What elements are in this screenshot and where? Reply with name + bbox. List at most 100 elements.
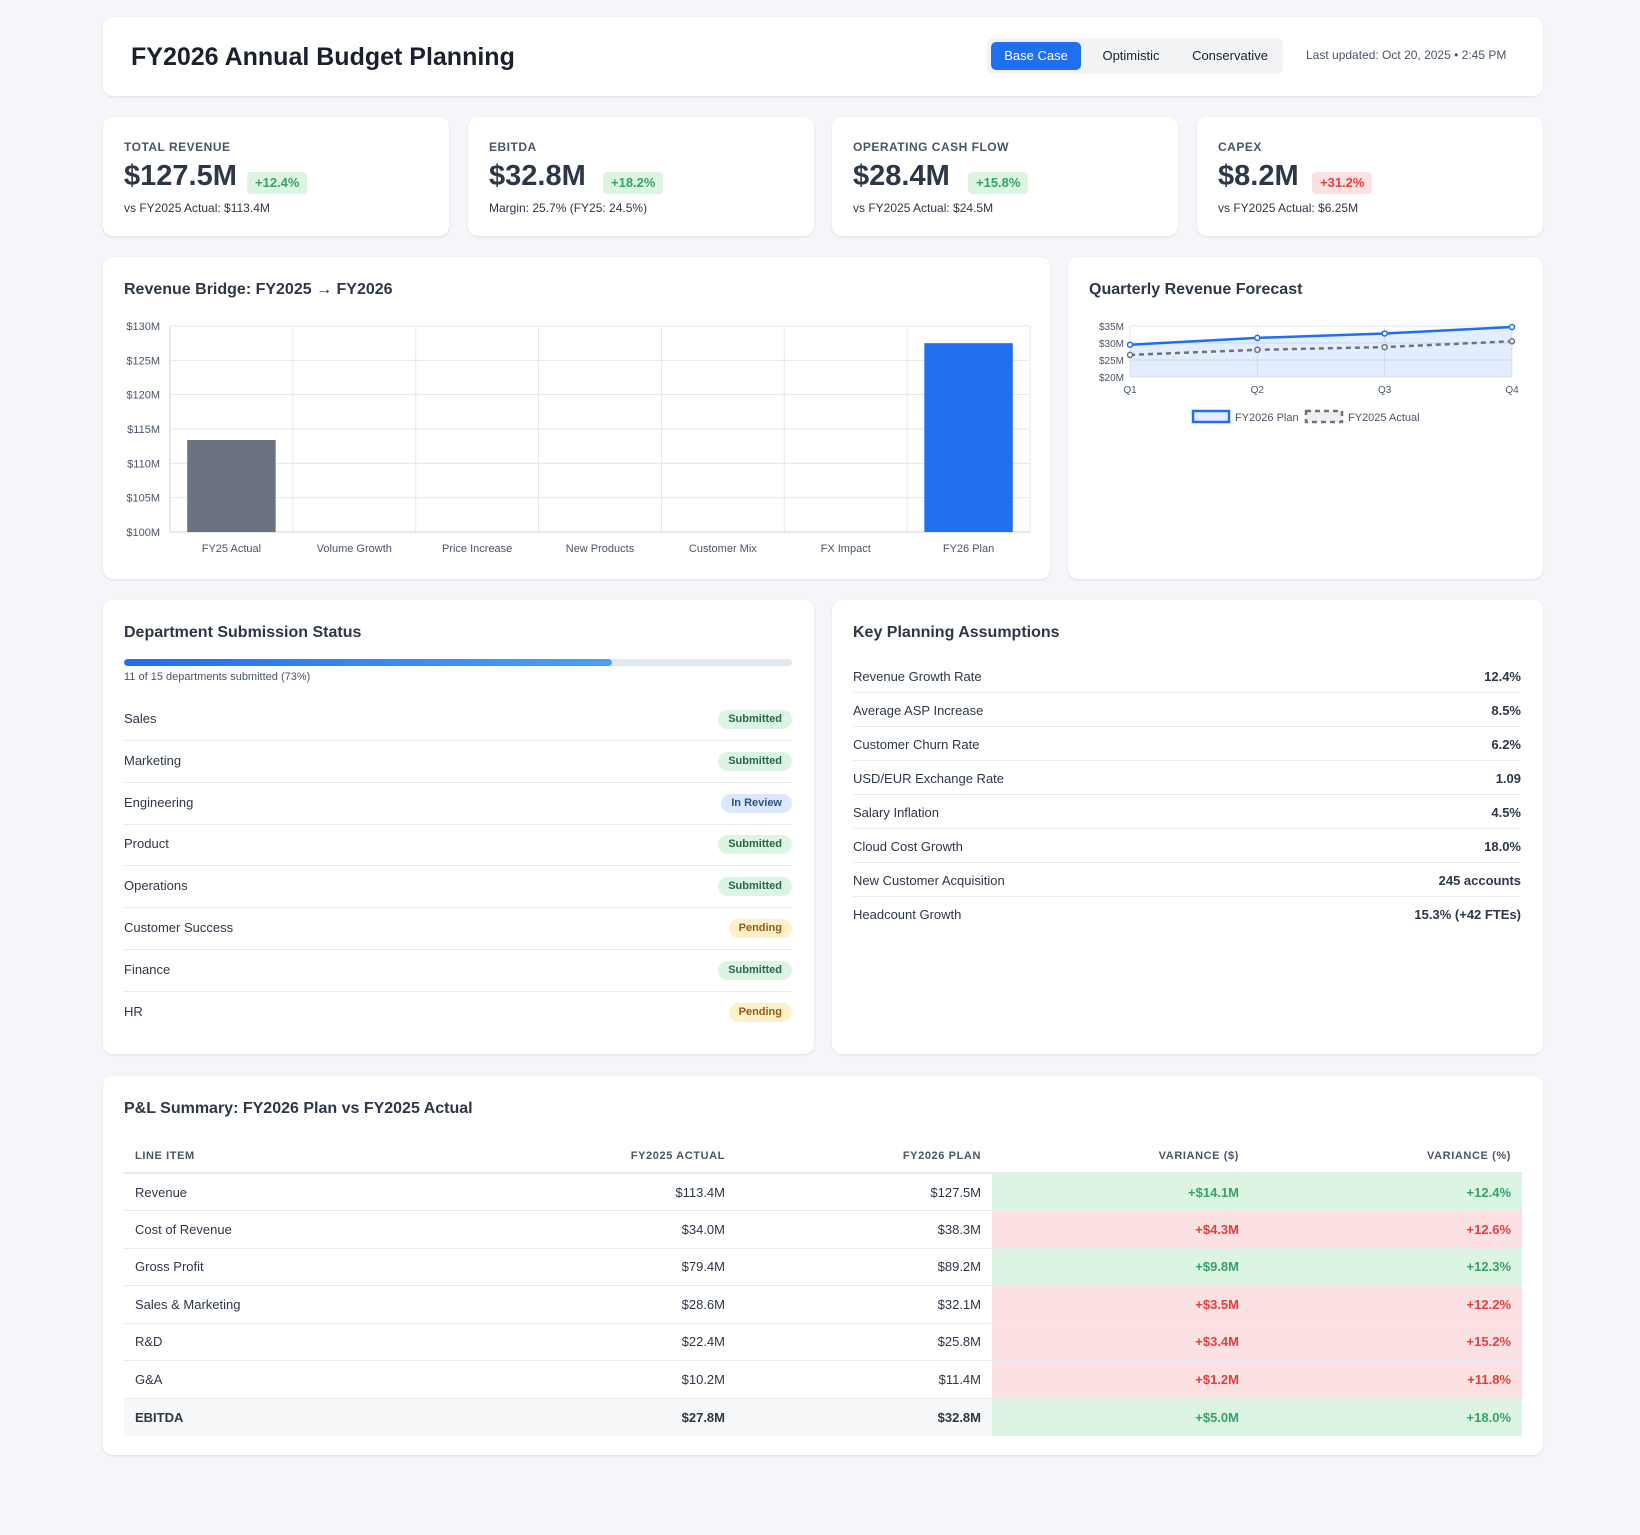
kpi-change-badge: +31.2%: [1312, 172, 1373, 194]
point-fy2025-actual: [1254, 346, 1261, 354]
department-row: Marketing Submitted: [124, 741, 792, 783]
x-tick-label: Q2: [1251, 385, 1265, 396]
department-name: Sales: [124, 711, 157, 726]
line-item-cell: Cost of Revenue: [124, 1210, 480, 1249]
page-title: FY2026 Annual Budget Planning: [131, 43, 515, 71]
bar-fy25-actual: [187, 439, 276, 532]
series-line-fy2026-plan: [1129, 325, 1513, 346]
scenario-conservative-button[interactable]: Conservative: [1192, 48, 1268, 63]
fy2026-plan-cell: $127.5M: [736, 1173, 992, 1211]
revenue-bridge-chart: $130M $125M $120M $115M $110M $105M $100M FY25 …: [126, 321, 1031, 555]
kpi-value: $28.4M: [853, 160, 950, 192]
department-row: HR Pending: [124, 992, 792, 1034]
line-item-cell: G&A: [124, 1360, 480, 1399]
fy2026-plan-cell: $32.8M: [736, 1398, 992, 1436]
table-row: Cost of Revenue $34.0M $38.3M +$4.3M +12.6%: [124, 1210, 1522, 1249]
x-tick-label: Q4: [1505, 385, 1519, 396]
variance-dollar-cell: +$4.3M: [992, 1210, 1250, 1249]
department-name: HR: [124, 1003, 143, 1019]
scenario-base-case-button[interactable]: Base Case: [991, 42, 1081, 70]
assumption-value: 4.5%: [1491, 805, 1521, 820]
scenario-optimistic-button[interactable]: Optimistic: [1102, 48, 1160, 63]
variance-percent-cell: +12.3%: [1250, 1248, 1522, 1286]
assumption-name: Cloud Cost Growth: [853, 839, 963, 854]
assumption-row: Cloud Cost Growth 18.0%: [853, 829, 1521, 863]
point-fy2026-plan: [1508, 323, 1516, 331]
y-tick-label: $20M: [1099, 373, 1124, 384]
column-header: VARIANCE (%): [1250, 1140, 1522, 1174]
assumption-row: USD/EUR Exchange Rate 1.09: [853, 761, 1521, 795]
fy2025-actual-cell: $79.4M: [480, 1248, 736, 1286]
point-fy2026-plan: [1381, 330, 1388, 337]
table-row: R&D $22.4M $25.8M +$3.4M +15.2%: [124, 1323, 1522, 1361]
submission-progress-text: 11 of 15 departments submitted (73%): [124, 671, 311, 683]
assumption-name: Average ASP Increase: [853, 703, 984, 718]
department-row: Customer Success Pending: [124, 908, 792, 950]
assumption-row: New Customer Acquisition 245 accounts: [853, 863, 1521, 897]
assumption-value: 18.0%: [1484, 839, 1521, 854]
fy2025-actual-cell: $27.8M: [480, 1398, 736, 1436]
column-header: LINE ITEM: [124, 1140, 480, 1174]
assumption-row: Headcount Growth 15.3% (+42 FTEs): [853, 897, 1521, 931]
department-name: Product: [124, 836, 169, 852]
x-category-label: FY25 Actual: [202, 543, 261, 555]
department-name: Engineering: [124, 794, 194, 810]
revenue-bridge-title: Revenue Bridge: FY2025 → FY2026: [124, 281, 393, 298]
y-tick-label: $120M: [126, 390, 160, 402]
x-tick-label: Q1: [1123, 385, 1137, 396]
page-header: FY2026 Annual Budget Planning Base Case …: [103, 17, 1543, 96]
fy2025-actual-cell: $22.4M: [480, 1323, 736, 1361]
x-category-label: Price Increase: [442, 543, 512, 555]
variance-percent-cell: +12.2%: [1250, 1285, 1522, 1324]
plan-area-fill: [1130, 327, 1512, 377]
department-status-badge: Submitted: [718, 960, 792, 980]
department-status-badge: Submitted: [718, 751, 792, 771]
line-item-cell: Revenue: [124, 1173, 480, 1211]
kpi-value: $32.8M: [489, 160, 586, 192]
y-tick-label: $130M: [126, 321, 160, 333]
y-tick-label: $110M: [127, 458, 160, 470]
point-fy2025-actual: [1126, 351, 1134, 359]
fy2025-actual-cell: $28.6M: [480, 1285, 736, 1324]
table-row: EBITDA $27.8M $32.8M +$5.0M +18.0%: [124, 1398, 1522, 1436]
assumption-value: 12.4%: [1484, 669, 1521, 684]
variance-percent-cell: +15.2%: [1250, 1323, 1522, 1361]
fy2025-actual-cell: $10.2M: [480, 1360, 736, 1399]
kpi-card-total-revenue: TOTAL REVENUE $127.5M +12.4% vs FY2025 A…: [103, 117, 449, 236]
department-status-badge: Submitted: [718, 835, 792, 855]
assumption-name: Customer Churn Rate: [853, 737, 980, 752]
planning-assumptions-title: Key Planning Assumptions: [853, 624, 1060, 641]
x-category-label: New Products: [566, 543, 635, 555]
series-line-fy2025-actual: [1129, 340, 1513, 357]
kpi-card-operating-cash-flow: OPERATING CASH FLOW $28.4M +15.8% vs FY2…: [832, 117, 1178, 236]
variance-percent-cell: +11.8%: [1250, 1360, 1522, 1399]
x-category-label: Customer Mix: [689, 543, 757, 555]
kpi-change-badge: +15.8%: [968, 172, 1029, 194]
kpi-change-badge: +12.4%: [247, 172, 308, 194]
department-status-card: Department Submission Status 11 of 15 de…: [103, 600, 814, 1054]
scenario-toggle: Base Case Optimistic Conservative: [987, 38, 1283, 74]
quarterly-forecast-title: Quarterly Revenue Forecast: [1089, 281, 1303, 298]
department-status-title: Department Submission Status: [124, 624, 362, 641]
legend-swatch-fy2025-actual: [1304, 409, 1344, 424]
x-category-label: FY26 Plan: [943, 543, 994, 555]
variance-percent-cell: +12.6%: [1250, 1210, 1522, 1249]
kpi-subtext: vs FY2025 Actual: $6.25M: [1218, 201, 1359, 215]
assumption-row: Customer Churn Rate 6.2%: [853, 727, 1521, 761]
department-row: Operations Submitted: [124, 866, 792, 909]
kpi-value: $8.2M: [1218, 160, 1299, 192]
pl-summary-table: LINE ITEM FY2025 ACTUAL FY2026 PLAN VARI…: [124, 1140, 1522, 1436]
assumption-name: USD/EUR Exchange Rate: [853, 771, 1005, 786]
assumption-value: 245 accounts: [1438, 873, 1521, 888]
assumption-name: Salary Inflation: [853, 805, 939, 820]
table-row: Sales & Marketing $28.6M $32.1M +$3.5M +12.2…: [124, 1285, 1522, 1324]
kpi-label: OPERATING CASH FLOW: [853, 140, 1009, 154]
fy2026-plan-cell: $38.3M: [736, 1210, 992, 1249]
assumption-value: 15.3% (+42 FTEs): [1414, 907, 1521, 922]
last-updated-text: Last updated: Oct 20, 2025 • 2:45 PM: [1306, 48, 1507, 62]
department-name: Customer Success: [124, 920, 234, 935]
department-status-badge: Pending: [728, 919, 792, 938]
table-row: Revenue $113.4M $127.5M +$14.1M +12.4%: [124, 1173, 1522, 1211]
assumption-value: 6.2%: [1491, 737, 1521, 752]
line-item-cell: R&D: [124, 1323, 480, 1361]
